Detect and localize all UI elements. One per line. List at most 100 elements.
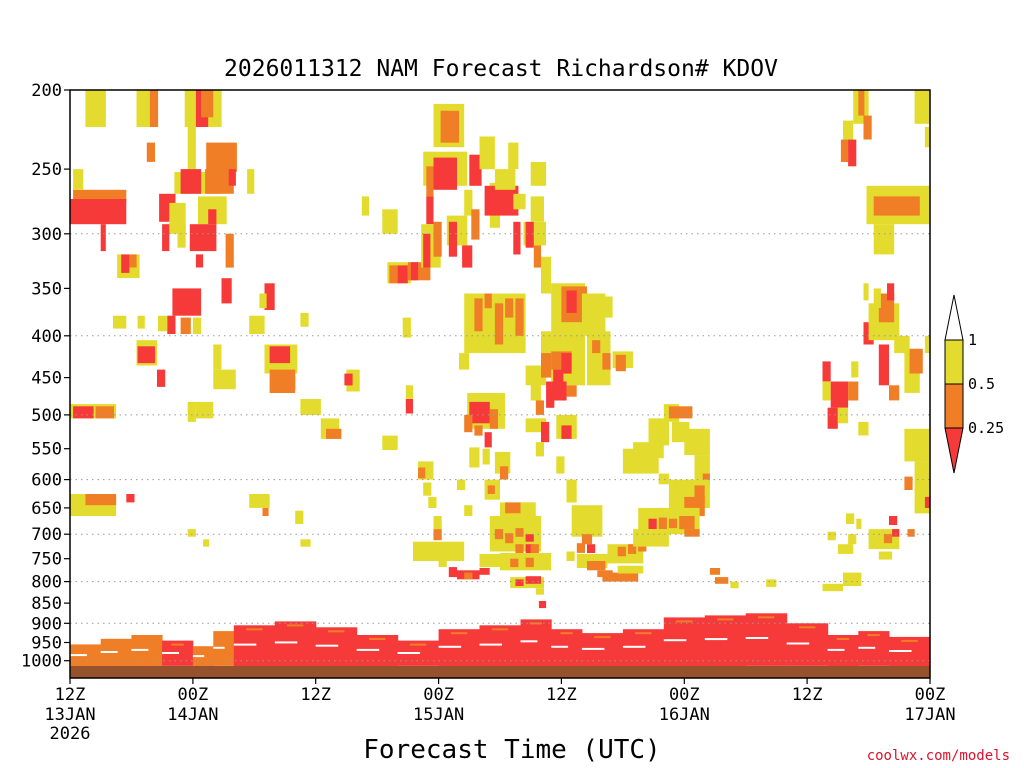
- heatmap-region: [566, 551, 575, 561]
- heatmap-region: [530, 196, 544, 222]
- surface-layer-streak: [551, 645, 569, 648]
- surface-layer-streak: [529, 622, 542, 625]
- heatmap-region: [513, 193, 526, 210]
- heatmap-region: [505, 502, 521, 514]
- heatmap-region: [766, 579, 777, 587]
- x-tick-time: 12Z: [55, 685, 86, 705]
- heatmap-region: [510, 558, 519, 568]
- heatmap-region: [827, 407, 838, 429]
- surface-layer-streak: [867, 634, 880, 637]
- heatmap-region: [837, 407, 849, 424]
- heatmap-region: [822, 361, 831, 382]
- heatmap-region: [525, 502, 534, 514]
- heatmap-region: [858, 90, 865, 116]
- x-tick-date: 15JAN: [413, 705, 464, 725]
- heatmap-region: [113, 315, 127, 329]
- surface-layer-streak: [491, 628, 509, 631]
- heatmap-region: [213, 344, 222, 370]
- heatmap-region: [822, 381, 831, 401]
- heatmap-region: [195, 254, 204, 268]
- heatmap-region: [822, 583, 843, 592]
- heatmap-region: [863, 283, 869, 301]
- colorbar-segment: [944, 339, 964, 385]
- y-tick-label: 600: [31, 471, 62, 491]
- heatmap-region: [479, 568, 490, 575]
- heatmap-region: [264, 283, 275, 310]
- surface-layer-streak: [479, 643, 502, 646]
- heatmap-region: [192, 317, 202, 334]
- heatmap-region: [228, 169, 236, 186]
- heatmap-region: [513, 221, 521, 255]
- heatmap-region: [95, 406, 114, 419]
- surface-layer-streak: [274, 641, 298, 644]
- y-tick-label: 850: [31, 594, 62, 614]
- heatmap-region: [530, 381, 541, 401]
- x-tick-time: 12Z: [792, 685, 823, 705]
- surface-layer-cell: [479, 625, 521, 666]
- heatmap-region: [180, 169, 202, 194]
- heatmap-region: [856, 518, 862, 530]
- heatmap-region: [617, 546, 626, 557]
- x-tick-time: 12Z: [300, 685, 331, 705]
- surface-layer-streak: [836, 638, 850, 640]
- heatmap-region: [195, 401, 214, 419]
- surface-layer-streak: [315, 644, 339, 647]
- heatmap-region: [848, 139, 857, 167]
- surface-layer-streak: [858, 646, 876, 649]
- heatmap-region: [474, 425, 483, 436]
- heatmap-region: [474, 298, 483, 332]
- heatmap-region: [269, 346, 291, 364]
- surface-layer-cell: [233, 625, 276, 666]
- colorbar-label: 0.25: [968, 419, 1004, 437]
- heatmap-region: [259, 293, 267, 309]
- surface-layer-streak: [758, 616, 775, 619]
- heatmap-region: [73, 169, 84, 190]
- heatmap-region: [137, 346, 155, 364]
- heatmap-region: [487, 485, 495, 494]
- heatmap-region: [533, 245, 541, 268]
- heatmap-region: [827, 531, 836, 541]
- surface-layer-cell: [786, 623, 829, 666]
- heatmap-region: [279, 376, 296, 390]
- surface-layer-streak: [171, 643, 184, 646]
- heatmap-region: [448, 221, 457, 257]
- heatmap-region: [397, 265, 408, 284]
- colorbar-label: 1: [968, 331, 977, 349]
- heatmap-region: [464, 572, 473, 580]
- x-tick-time: 00Z: [423, 685, 454, 705]
- heatmap-region: [581, 293, 606, 336]
- heatmap-region: [615, 354, 626, 372]
- heatmap-region: [648, 518, 657, 530]
- heatmap-region: [326, 428, 342, 439]
- heatmap-region: [694, 485, 705, 500]
- heatmap-region: [889, 516, 898, 525]
- x-tick-time: 00Z: [915, 685, 946, 705]
- heatmap-region: [715, 577, 729, 584]
- heatmap-region: [187, 401, 196, 422]
- heatmap-region: [878, 293, 895, 323]
- x-tick-year: 2026: [50, 724, 91, 744]
- heatmap-region: [863, 115, 872, 140]
- heatmap-region: [418, 467, 426, 479]
- surface-layer-streak: [745, 637, 769, 639]
- x-tick-date: 13JAN: [44, 705, 95, 725]
- heatmap-region: [730, 581, 739, 589]
- heatmap-region: [702, 473, 710, 486]
- heatmap-region: [556, 456, 565, 474]
- heatmap-region: [146, 142, 155, 162]
- heatmap-region: [592, 340, 601, 354]
- heatmap-region: [206, 142, 237, 172]
- y-tick-label: 450: [31, 369, 62, 389]
- heatmap-region: [525, 418, 547, 433]
- heatmap-region: [530, 162, 547, 186]
- heatmap-region: [617, 565, 644, 574]
- heatmap-region: [177, 224, 186, 248]
- y-tick-label: 300: [31, 225, 62, 245]
- heatmap-region: [426, 166, 434, 197]
- heatmap-region: [515, 579, 524, 586]
- heatmap-region: [848, 534, 857, 545]
- heatmap-region: [402, 317, 411, 338]
- heatmap-region: [878, 344, 889, 386]
- y-tick-label: 550: [31, 440, 62, 460]
- heatmap-region: [423, 233, 431, 268]
